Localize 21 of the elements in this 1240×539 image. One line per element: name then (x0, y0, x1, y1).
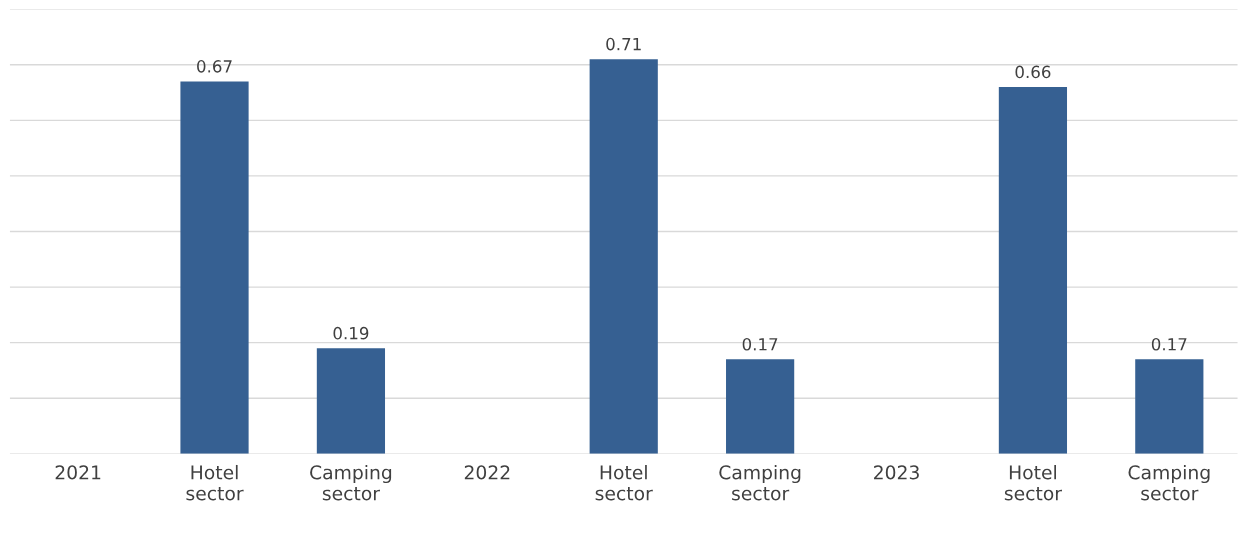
x-tick-label: Camping sector (1128, 464, 1210, 501)
data-label: 0.71 (606, 37, 641, 51)
x-tick-label: Hotel sector (1004, 464, 1062, 501)
bar (726, 359, 795, 454)
data-label: 0.19 (333, 326, 369, 340)
data-label: 0.66 (1015, 65, 1051, 79)
x-tick-label: Hotel sector (186, 464, 244, 501)
data-label: 0.17 (1151, 337, 1187, 351)
x-tick-label: Camping sector (310, 464, 392, 501)
bar (998, 86, 1068, 454)
data-label: 0.67 (197, 60, 232, 73)
x-tick-label: 2022 (464, 465, 510, 480)
bar (180, 81, 249, 454)
x-tick-label: Hotel sector (595, 464, 653, 501)
bar (316, 348, 386, 454)
x-tick-label: 2021 (55, 465, 101, 480)
data-label: 0.17 (742, 337, 778, 351)
bar (589, 59, 658, 454)
x-tick-label: 2023 (874, 465, 919, 480)
bar (1135, 359, 1204, 454)
x-tick-label: Camping sector (719, 464, 801, 501)
